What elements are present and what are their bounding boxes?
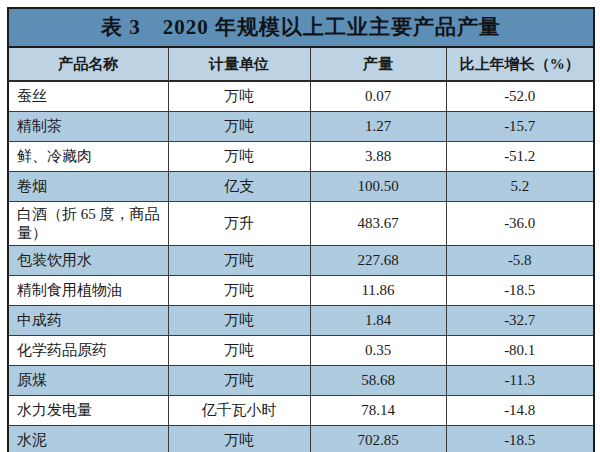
product-name-cell: 中成药 [8,306,168,336]
unit-cell: 万吨 [168,336,310,366]
unit-cell: 万吨 [168,306,310,336]
growth-cell: -11.3 [446,366,594,396]
output-cell: 100.50 [310,172,446,202]
growth-cell: -14.8 [446,396,594,426]
unit-cell: 万吨 [168,366,310,396]
product-name-cell: 水泥 [8,426,168,452]
unit-cell: 万吨 [168,426,310,452]
table-row: 中成药 万吨 1.84 -32.7 [8,306,594,336]
product-name-cell: 化学药品原药 [8,336,168,366]
output-cell: 78.14 [310,396,446,426]
product-name-cell: 原煤 [8,366,168,396]
table-header-row: 产品名称 计量单位 产量 比上年增长（%） [8,47,594,81]
column-header-growth: 比上年增长（%） [446,47,594,81]
product-name-cell: 蚕丝 [8,81,168,112]
table-row: 精制茶 万吨 1.27 -15.7 [8,112,594,142]
table-row: 水泥 万吨 702.85 -18.5 [8,426,594,452]
output-cell: 0.35 [310,336,446,366]
table-row: 卷烟 亿支 100.50 5.2 [8,172,594,202]
growth-cell: -5.8 [446,246,594,276]
unit-cell: 万吨 [168,112,310,142]
table-title: 表 3 2020 年规模以上工业主要产品产量 [8,8,594,47]
unit-cell: 万吨 [168,142,310,172]
growth-cell: -51.2 [446,142,594,172]
unit-cell: 亿支 [168,172,310,202]
column-header-product: 产品名称 [8,47,168,81]
unit-cell: 万升 [168,202,310,246]
product-name-cell: 包装饮用水 [8,246,168,276]
output-cell: 58.68 [310,366,446,396]
product-name-cell: 精制茶 [8,112,168,142]
growth-cell: -18.5 [446,276,594,306]
unit-cell: 亿千瓦小时 [168,396,310,426]
output-cell: 11.86 [310,276,446,306]
table-row: 水力发电量 亿千瓦小时 78.14 -14.8 [8,396,594,426]
unit-cell: 万吨 [168,81,310,112]
table-row: 原煤 万吨 58.68 -11.3 [8,366,594,396]
growth-cell: -18.5 [446,426,594,452]
table-title-row: 表 3 2020 年规模以上工业主要产品产量 [8,8,594,47]
table-row: 化学药品原药 万吨 0.35 -80.1 [8,336,594,366]
column-header-output: 产量 [310,47,446,81]
growth-cell: -15.7 [446,112,594,142]
output-cell: 1.84 [310,306,446,336]
output-cell: 0.07 [310,81,446,112]
column-header-unit: 计量单位 [168,47,310,81]
product-name-cell: 鲜、冷藏肉 [8,142,168,172]
output-cell: 1.27 [310,112,446,142]
table-row: 精制食用植物油 万吨 11.86 -18.5 [8,276,594,306]
output-cell: 227.68 [310,246,446,276]
table-row: 蚕丝 万吨 0.07 -52.0 [8,81,594,112]
product-name-cell: 白酒（折 65 度，商品量） [8,202,168,246]
growth-cell: 5.2 [446,172,594,202]
growth-cell: -36.0 [446,202,594,246]
industrial-output-table: 表 3 2020 年规模以上工业主要产品产量 产品名称 计量单位 产量 比上年增… [7,7,595,452]
statistics-table-container: 表 3 2020 年规模以上工业主要产品产量 产品名称 计量单位 产量 比上年增… [7,7,593,452]
product-name-cell: 精制食用植物油 [8,276,168,306]
product-name-cell: 水力发电量 [8,396,168,426]
table-row: 包装饮用水 万吨 227.68 -5.8 [8,246,594,276]
output-cell: 483.67 [310,202,446,246]
table-row: 白酒（折 65 度，商品量） 万升 483.67 -36.0 [8,202,594,246]
output-cell: 702.85 [310,426,446,452]
table-row: 鲜、冷藏肉 万吨 3.88 -51.2 [8,142,594,172]
output-cell: 3.88 [310,142,446,172]
growth-cell: -52.0 [446,81,594,112]
unit-cell: 万吨 [168,246,310,276]
growth-cell: -32.7 [446,306,594,336]
unit-cell: 万吨 [168,276,310,306]
growth-cell: -80.1 [446,336,594,366]
product-name-cell: 卷烟 [8,172,168,202]
